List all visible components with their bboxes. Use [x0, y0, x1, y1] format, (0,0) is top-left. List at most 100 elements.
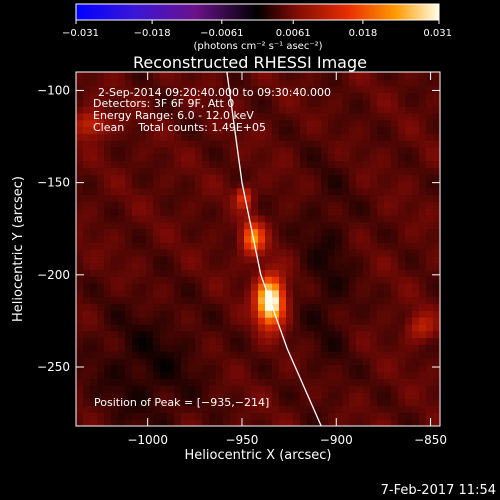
heatmap-cell [195, 398, 203, 407]
heatmap-cell [258, 174, 266, 182]
heatmap-cell [97, 153, 105, 162]
heatmap-cell [118, 242, 126, 250]
heatmap-cell [321, 235, 329, 243]
heatmap-cell [160, 344, 168, 352]
heatmap-cell [349, 357, 357, 366]
heatmap-cell [377, 412, 385, 420]
heatmap-cell [328, 214, 336, 223]
heatmap-cell [377, 317, 385, 325]
heatmap-cell [237, 317, 245, 325]
heatmap-cell [356, 412, 364, 420]
heatmap-cell [251, 72, 259, 80]
heatmap-cell [363, 337, 371, 345]
heatmap-cell [153, 303, 161, 311]
heatmap-cell [258, 378, 266, 386]
heatmap-cell [314, 174, 322, 182]
heatmap-cell [139, 119, 147, 128]
heatmap-cell [363, 160, 371, 168]
heatmap-cell [307, 133, 315, 141]
heatmap-cell [146, 262, 154, 271]
heatmap-cell [419, 364, 427, 373]
heatmap-cell [384, 126, 392, 134]
heatmap-cell [265, 249, 273, 257]
heatmap-cell [307, 140, 315, 148]
heatmap-cell [370, 235, 378, 243]
heatmap-cell [118, 405, 126, 413]
heatmap-cell [272, 364, 280, 373]
heatmap-cell [251, 174, 259, 182]
heatmap-cell [160, 85, 168, 94]
heatmap-cell [426, 378, 434, 386]
heatmap-cell [237, 221, 245, 230]
heatmap-cell [356, 146, 364, 155]
heatmap-cell [237, 72, 245, 80]
heatmap-cell [279, 85, 287, 94]
heatmap-cell [433, 398, 440, 407]
heatmap-cell [230, 126, 238, 134]
heatmap-cell [398, 126, 406, 134]
heatmap-cell [419, 106, 427, 114]
heatmap-cell [433, 180, 440, 189]
heatmap-cell [377, 187, 385, 196]
heatmap-cell [286, 344, 294, 352]
heatmap-cell [398, 92, 406, 100]
heatmap-cell [230, 133, 238, 141]
heatmap-cell [349, 412, 357, 420]
heatmap-cell [398, 187, 406, 196]
heatmap-cell [181, 242, 189, 250]
heatmap-cell [342, 140, 350, 148]
heatmap-cell [209, 405, 217, 413]
heatmap-cell [265, 126, 273, 134]
heatmap-cell [174, 78, 182, 87]
heatmap-cell [202, 78, 210, 87]
heatmap-cell [398, 276, 406, 284]
heatmap-cell [153, 310, 161, 318]
heatmap-cell [188, 167, 196, 175]
heatmap-cell [146, 317, 154, 325]
heatmap-cell [195, 310, 203, 318]
heatmap-cell [300, 364, 308, 373]
heatmap-cell [216, 174, 224, 182]
heatmap-cell [216, 419, 224, 426]
heatmap-cell [356, 221, 364, 230]
heatmap-cell [384, 371, 392, 379]
heatmap-cell [384, 146, 392, 155]
heatmap-cell [300, 330, 308, 339]
heatmap-cell [209, 242, 217, 250]
heatmap-cell [104, 167, 112, 175]
heatmap-cell [377, 357, 385, 366]
heatmap-cell [90, 405, 98, 413]
heatmap-cell [286, 262, 294, 271]
heatmap-cell [181, 146, 189, 155]
heatmap-cell [195, 160, 203, 168]
heatmap-cell [419, 201, 427, 209]
heatmap-cell [328, 276, 336, 284]
heatmap-cell [97, 330, 105, 339]
heatmap-cell [195, 72, 203, 80]
heatmap-cell [174, 330, 182, 339]
heatmap-cell [181, 167, 189, 175]
heatmap-cell [265, 167, 273, 175]
heatmap-cell [90, 371, 98, 379]
heatmap-cell [300, 419, 308, 426]
heatmap-cell [83, 330, 91, 339]
heatmap-cell [363, 351, 371, 359]
heatmap-cell [258, 153, 266, 162]
heatmap-cell [286, 99, 294, 107]
heatmap-cell [76, 140, 84, 148]
heatmap-cell [328, 112, 336, 121]
heatmap-cell [118, 160, 126, 168]
heatmap-cell [118, 180, 126, 189]
heatmap-cell [146, 378, 154, 386]
heatmap-cell [76, 364, 84, 373]
heatmap-cell [237, 208, 245, 216]
heatmap-cell [167, 167, 175, 175]
heatmap-cell [237, 180, 245, 189]
heatmap-cell [104, 405, 112, 413]
heatmap-cell [90, 357, 98, 366]
heatmap-cell [244, 398, 252, 407]
heatmap-cell [209, 310, 217, 318]
heatmap-cell [139, 214, 147, 223]
heatmap-cell [391, 289, 399, 298]
heatmap-cell [398, 180, 406, 189]
